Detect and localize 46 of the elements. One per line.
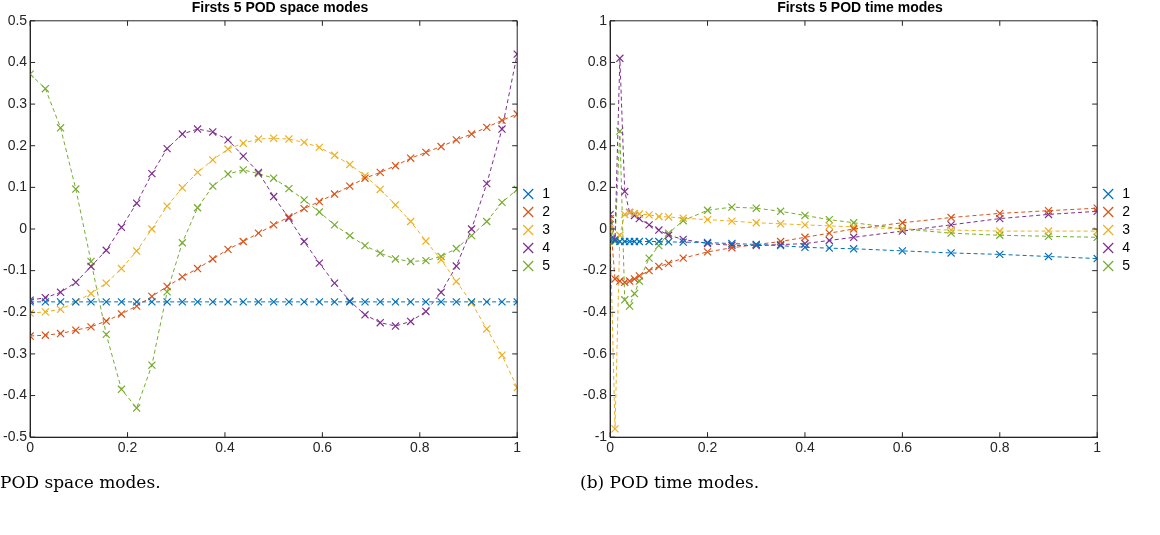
legend-label: 1 xyxy=(542,184,551,201)
legend-label: 3 xyxy=(542,220,551,237)
x-tick-label: 0.4 xyxy=(795,439,815,456)
y-tick-label: -0.4 xyxy=(583,303,608,320)
text: POD space modes. xyxy=(0,472,162,492)
y-tick-label: 0.5 xyxy=(7,11,28,28)
y-tick-label: -0.8 xyxy=(583,386,608,403)
y-tick-label: 1 xyxy=(599,11,608,28)
x-tick-label: 1 xyxy=(1093,439,1102,456)
y-tick-label: 0.8 xyxy=(587,53,608,70)
y-tick-label: 0.2 xyxy=(7,136,28,153)
y-tick-label: 0 xyxy=(599,219,608,236)
y-tick-label: -0.4 xyxy=(3,386,28,403)
legend-label: 1 xyxy=(1122,184,1131,201)
x-tick-label: 0.8 xyxy=(990,439,1010,456)
y-tick-label: -0.3 xyxy=(3,344,28,361)
x-tick-label: 0.8 xyxy=(410,439,430,456)
text: (b) POD time modes. xyxy=(580,472,761,492)
y-tick-label: 0.4 xyxy=(7,53,28,70)
y-tick-label: -0.5 xyxy=(3,428,28,445)
x-tick-label: 0.6 xyxy=(892,439,913,456)
y-tick-label: 0.6 xyxy=(587,94,608,111)
legend-label: 2 xyxy=(542,202,551,219)
y-tick-label: -0.2 xyxy=(3,303,28,320)
legend-label: 4 xyxy=(1122,238,1131,255)
legend-label: 4 xyxy=(542,238,551,255)
legend-label: 2 xyxy=(1122,202,1131,219)
legend-label: 5 xyxy=(542,256,551,273)
x-tick-label: 0.4 xyxy=(215,439,235,456)
x-tick-label: 1 xyxy=(513,439,522,456)
x-tick-label: 0.2 xyxy=(697,439,718,456)
y-tick-label: -1 xyxy=(594,428,608,445)
y-tick-label: 0.1 xyxy=(7,178,28,195)
y-tick-label: -0.1 xyxy=(3,261,28,278)
y-tick-label: 0.3 xyxy=(7,94,28,111)
y-tick-label: 0.2 xyxy=(587,178,608,195)
chart-title: Firsts 5 POD time modes xyxy=(777,0,944,16)
x-tick-label: 0.2 xyxy=(117,439,138,456)
y-tick-label: 0.4 xyxy=(587,136,608,153)
legend-label: 5 xyxy=(1122,256,1131,273)
y-tick-label: 0 xyxy=(19,219,28,236)
chart-title: Firsts 5 POD space modes xyxy=(191,0,369,16)
y-tick-label: -0.2 xyxy=(583,261,608,278)
legend-label: 3 xyxy=(1122,220,1131,237)
x-tick-label: 0.6 xyxy=(312,439,333,456)
y-tick-label: -0.6 xyxy=(583,344,608,361)
